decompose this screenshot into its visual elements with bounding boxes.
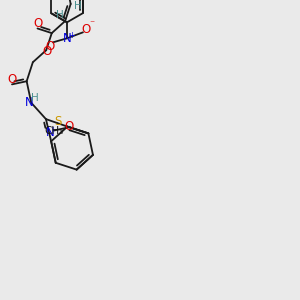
Text: H: H (31, 93, 39, 103)
Text: CH₃: CH₃ (44, 125, 63, 136)
Text: O: O (81, 23, 91, 36)
Text: H: H (56, 10, 64, 20)
Text: N: N (25, 96, 34, 109)
Text: O: O (65, 120, 74, 133)
Text: +: + (68, 31, 75, 40)
Text: N: N (46, 126, 55, 139)
Text: N: N (63, 32, 71, 45)
Text: O: O (8, 73, 16, 86)
Text: S: S (54, 115, 62, 128)
Text: O: O (45, 40, 55, 53)
Text: O: O (33, 17, 42, 30)
Text: O: O (43, 45, 52, 58)
Text: ⁻: ⁻ (89, 19, 94, 29)
Text: H: H (74, 2, 82, 11)
